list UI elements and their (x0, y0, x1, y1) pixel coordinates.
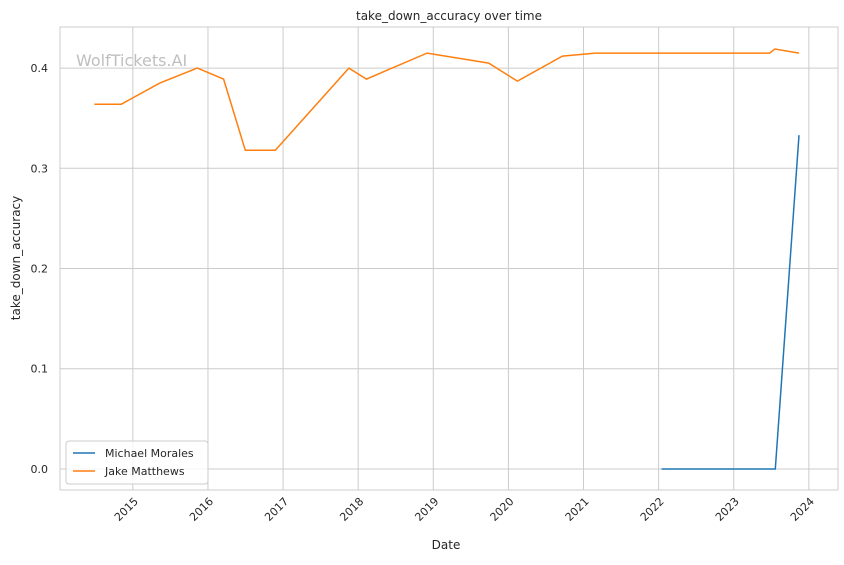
x-tick-label: 2024 (788, 495, 817, 524)
legend-label-michael-morales: Michael Morales (105, 447, 194, 460)
x-axis-label: Date (432, 538, 461, 552)
x-tick-label: 2016 (187, 495, 216, 524)
series-line-jake-matthews (94, 48, 800, 152)
y-tick-label: 0.1 (31, 363, 49, 376)
x-tick-label: 2021 (563, 495, 592, 524)
chart-title: take_down_accuracy over time (356, 9, 542, 23)
legend-label-jake-matthews: Jake Matthews (104, 465, 185, 478)
plot-frame (59, 26, 839, 491)
x-tick-label: 2018 (337, 495, 366, 524)
x-tick-label: 2019 (412, 495, 441, 524)
y-tick-label: 0.0 (31, 463, 49, 476)
x-tick-label: 2017 (262, 495, 291, 524)
y-tick-label: 0.4 (31, 62, 49, 75)
x-tick-label: 2023 (713, 495, 742, 524)
watermark: WolfTickets.AI (76, 51, 187, 70)
y-tick-label: 0.2 (31, 263, 49, 276)
y-axis-label: take_down_accuracy (9, 196, 23, 320)
legend: Michael Morales Jake Matthews (65, 440, 209, 485)
x-tick-label: 2020 (488, 495, 517, 524)
legend-box (65, 440, 209, 485)
y-tick-label: 0.3 (31, 162, 49, 175)
x-tick-label: 2015 (112, 495, 141, 524)
x-tick-label: 2022 (638, 495, 667, 524)
series-line-michael-morales (661, 135, 800, 470)
